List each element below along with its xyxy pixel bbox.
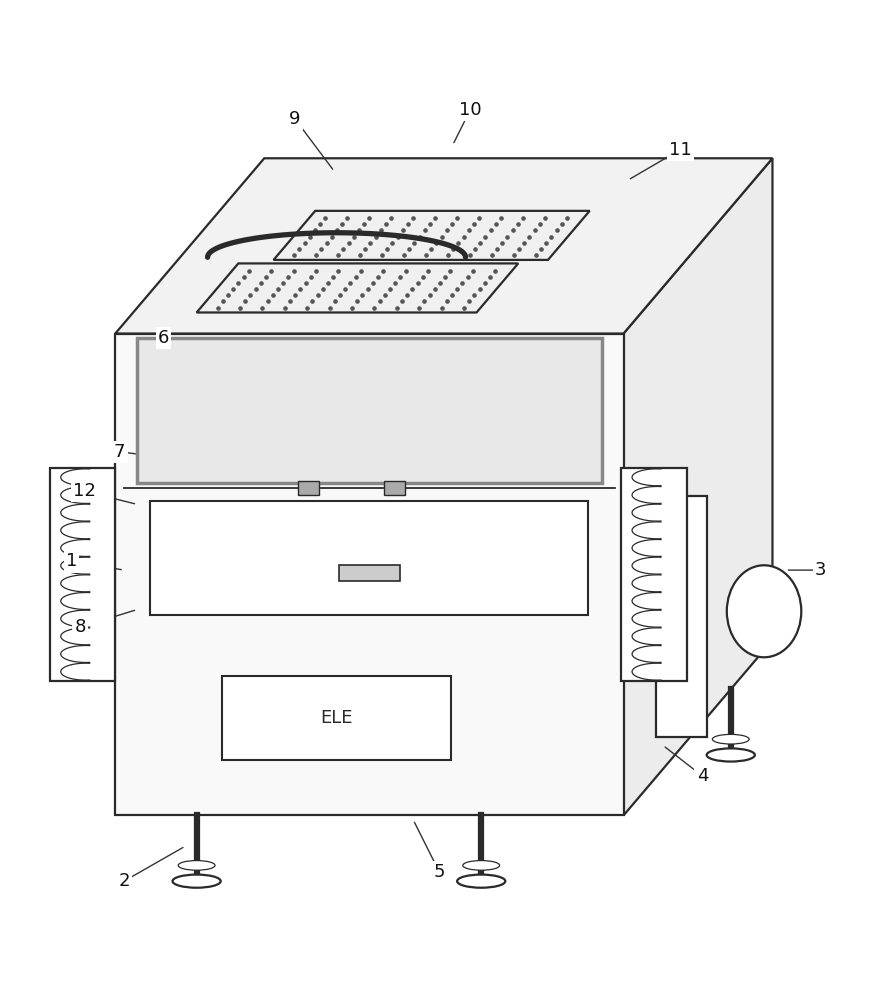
- Polygon shape: [656, 496, 706, 737]
- Ellipse shape: [178, 861, 215, 870]
- Bar: [222, 676, 450, 760]
- Polygon shape: [623, 158, 772, 815]
- Bar: [49, 468, 115, 681]
- Polygon shape: [197, 263, 518, 312]
- Bar: [338, 565, 399, 581]
- Text: 2: 2: [119, 872, 130, 890]
- Text: 8: 8: [75, 618, 86, 636]
- Bar: [298, 481, 319, 495]
- Text: 10: 10: [458, 101, 481, 119]
- Text: 7: 7: [114, 443, 126, 461]
- Text: 12: 12: [73, 482, 96, 500]
- Text: 9: 9: [289, 110, 300, 128]
- Ellipse shape: [457, 875, 505, 888]
- Polygon shape: [273, 211, 589, 260]
- Ellipse shape: [706, 748, 754, 762]
- Polygon shape: [115, 158, 772, 334]
- Text: 11: 11: [668, 141, 691, 159]
- Text: 1: 1: [66, 552, 77, 570]
- Text: ELE: ELE: [320, 709, 352, 727]
- Bar: [150, 501, 587, 615]
- Ellipse shape: [463, 861, 499, 870]
- Bar: [620, 468, 686, 681]
- Text: 3: 3: [814, 561, 825, 579]
- Bar: [384, 481, 405, 495]
- Text: 6: 6: [158, 329, 169, 347]
- Polygon shape: [115, 334, 623, 815]
- Text: 5: 5: [433, 863, 445, 881]
- Text: 4: 4: [696, 767, 708, 785]
- Ellipse shape: [726, 565, 801, 657]
- Ellipse shape: [711, 734, 748, 744]
- Ellipse shape: [172, 875, 220, 888]
- Bar: [137, 338, 601, 483]
